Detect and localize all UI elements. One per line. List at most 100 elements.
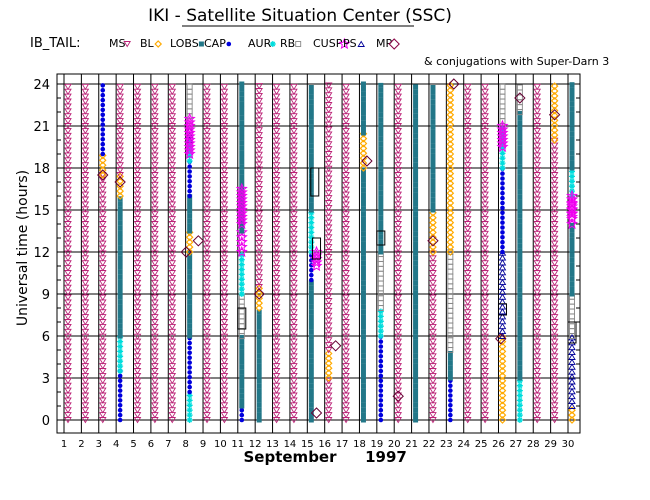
data-point-lobs <box>187 328 193 334</box>
legend-marker-cap-icon <box>226 41 232 47</box>
data-point-bl <box>359 164 368 172</box>
data-point-bl <box>446 135 455 144</box>
data-point-lobs <box>413 265 419 271</box>
data-point-cap <box>309 277 314 283</box>
data-point-lobs <box>117 225 123 231</box>
data-point-lobs <box>187 199 193 205</box>
data-point-lobs <box>413 246 419 251</box>
data-point-rb <box>377 270 384 277</box>
data-point-ps <box>568 378 576 385</box>
data-point-ps <box>498 283 507 290</box>
data-point-lobs <box>187 223 193 229</box>
data-point-cusp <box>235 226 248 238</box>
data-point-lobs <box>413 270 419 276</box>
data-point-bl <box>185 248 194 256</box>
x-tick-label: 4 <box>113 439 119 450</box>
data-point-lobs <box>430 85 436 90</box>
data-point-bl <box>255 304 264 312</box>
data-point-lobs <box>308 158 314 164</box>
data-point-ps <box>568 368 576 375</box>
data-point-lobs <box>378 205 384 211</box>
data-point-lobs <box>360 353 366 359</box>
data-point-lobs <box>413 275 419 281</box>
data-point-lobs <box>187 289 193 295</box>
data-point-lobs <box>413 412 419 418</box>
data-point-lobs <box>378 215 384 221</box>
data-point-ms <box>533 83 542 91</box>
data-point-ps <box>498 313 507 320</box>
data-point-cusp <box>235 217 248 230</box>
data-point-rb <box>569 328 575 335</box>
data-point-bl <box>98 161 107 170</box>
data-point-cap <box>378 363 384 369</box>
data-point-cap <box>187 174 192 179</box>
data-point-cap <box>187 179 192 184</box>
data-point-lobs <box>239 145 245 151</box>
data-point-lobs <box>239 155 245 160</box>
data-point-aur <box>186 417 193 423</box>
data-point-lobs <box>430 183 436 188</box>
data-point-lobs <box>517 208 523 214</box>
data-point-lobs <box>360 368 366 374</box>
data-point-lobs <box>360 358 366 364</box>
data-point-lobs <box>360 275 366 281</box>
data-point-lobs <box>360 115 366 121</box>
data-point-cap <box>378 349 384 354</box>
data-point-aur <box>516 397 523 404</box>
data-point-rb <box>447 322 454 329</box>
x-tick-label: 29 <box>544 439 557 450</box>
data-point-bl <box>568 406 576 415</box>
legend-marker-aur-icon <box>269 41 276 47</box>
data-point-lobs <box>517 282 523 288</box>
data-point-ps <box>498 308 507 315</box>
data-point-ms <box>168 83 177 91</box>
data-point-lobs <box>117 206 123 212</box>
data-point-cap <box>117 393 123 398</box>
data-point-aur <box>186 397 193 404</box>
data-point-lobs <box>378 249 384 255</box>
data-point-lobs <box>517 169 523 175</box>
data-point-lobs <box>430 143 436 149</box>
data-point-lobs <box>413 197 419 202</box>
data-point-rb <box>377 275 384 282</box>
data-point-bl <box>429 213 437 222</box>
data-point-lobs <box>378 92 384 98</box>
data-point-lobs <box>256 314 262 320</box>
data-point-bl <box>446 101 455 109</box>
data-point-aur <box>377 333 384 339</box>
data-point-ps <box>568 402 576 409</box>
data-point-bl <box>446 96 455 104</box>
data-point-cap <box>500 205 505 211</box>
data-point-lobs <box>360 290 366 296</box>
data-point-cusp <box>565 196 579 209</box>
data-point-lobs <box>378 195 384 201</box>
data-point-rb <box>516 99 523 106</box>
data-point-aur <box>308 229 315 236</box>
data-point-lobs <box>117 299 123 305</box>
data-point-bl <box>359 149 368 158</box>
data-point-bl <box>498 367 507 375</box>
data-point-lobs <box>308 163 314 169</box>
data-point-lobs <box>430 129 436 135</box>
data-point-bl <box>185 238 194 247</box>
data-point-lobs <box>187 299 193 305</box>
legend-marker-mp-icon <box>388 38 400 50</box>
data-point-aur <box>499 140 506 147</box>
data-point-lobs <box>413 314 419 320</box>
data-point-lobs <box>308 99 314 105</box>
data-point-lobs <box>413 255 419 261</box>
data-point-lobs <box>117 269 123 275</box>
data-point-cap <box>100 151 106 157</box>
x-tick-label: 15 <box>301 439 314 450</box>
data-point-aur <box>516 417 523 423</box>
data-point-bl <box>446 199 455 207</box>
data-point-lobs <box>256 402 262 408</box>
data-point-rb <box>377 285 384 292</box>
data-point-lobs <box>239 101 245 107</box>
data-point-lobs <box>360 206 366 212</box>
mp-crossing-marker <box>253 288 265 300</box>
data-point-lobs <box>360 299 366 305</box>
data-point-aur <box>569 193 575 199</box>
data-point-cap <box>448 407 453 413</box>
data-point-rb <box>377 300 384 307</box>
